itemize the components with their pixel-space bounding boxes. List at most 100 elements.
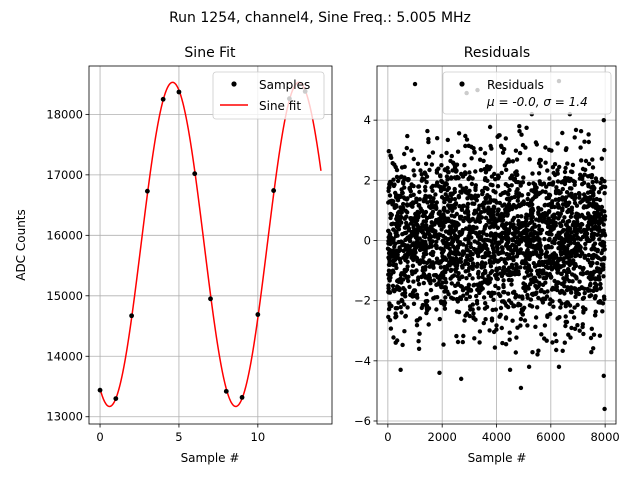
y-tick-label: 17000 — [46, 168, 83, 182]
residual-point — [470, 307, 475, 312]
residual-point — [533, 237, 538, 242]
residual-outlier-point — [416, 346, 422, 351]
residual-point — [599, 156, 604, 161]
residual-point — [527, 303, 533, 308]
residual-point — [539, 332, 544, 337]
residual-point — [533, 324, 538, 329]
residual-point — [389, 249, 395, 254]
residual-point — [469, 235, 474, 240]
residual-point — [453, 224, 458, 229]
residual-point — [568, 169, 574, 174]
residual-point — [414, 198, 419, 203]
residual-point — [467, 313, 472, 319]
residual-point — [415, 211, 420, 216]
residual-point — [491, 209, 496, 214]
residual-point — [553, 237, 558, 242]
residual-point — [528, 233, 533, 238]
residual-point — [590, 203, 595, 208]
residual-point — [417, 247, 423, 253]
residual-point — [501, 282, 506, 288]
residual-point — [543, 213, 548, 218]
y-tick-label: −6 — [354, 414, 371, 428]
residual-point — [588, 277, 593, 282]
residual-point — [418, 168, 423, 173]
sample-point — [271, 188, 277, 193]
residual-point — [526, 202, 531, 207]
residual-point — [589, 350, 594, 355]
residual-point — [518, 316, 524, 322]
residual-point — [482, 185, 488, 191]
residual-point — [448, 158, 453, 164]
residual-point — [414, 323, 420, 328]
residual-point — [424, 303, 430, 308]
residual-point — [545, 168, 550, 173]
residual-point — [518, 247, 523, 252]
x-tick-label: 8000 — [590, 430, 619, 444]
residual-point — [453, 269, 459, 274]
residual-point — [562, 215, 567, 220]
residual-point — [506, 231, 511, 236]
residual-point — [533, 315, 539, 320]
residual-point — [497, 200, 502, 206]
residual-point — [480, 230, 486, 235]
residual-point — [445, 209, 451, 214]
residual-point — [569, 191, 574, 196]
residual-point — [428, 287, 434, 293]
residual-point — [535, 268, 540, 274]
residual-point — [561, 259, 566, 264]
residual-point — [591, 346, 596, 351]
residual-point — [426, 322, 431, 327]
residual-point — [411, 168, 416, 173]
residual-point — [406, 177, 411, 182]
residual-point — [387, 193, 393, 198]
residual-point — [393, 233, 399, 239]
sample-point — [239, 394, 245, 400]
residual-point — [555, 171, 560, 176]
residual-point — [482, 151, 488, 156]
y-tick-label: 14000 — [46, 349, 83, 363]
residual-point — [554, 338, 559, 344]
residual-point — [519, 193, 525, 198]
residual-point — [478, 146, 483, 152]
residual-point — [405, 210, 410, 215]
residual-point — [565, 161, 570, 166]
residual-point — [405, 305, 410, 310]
residual-point — [601, 294, 607, 299]
sample-point — [176, 89, 182, 95]
residual-point — [443, 229, 449, 234]
residual-point — [506, 277, 512, 283]
residual-point — [515, 198, 520, 203]
residual-point — [536, 238, 542, 243]
residual-point — [483, 261, 488, 266]
residual-point — [391, 335, 396, 340]
residual-point — [571, 221, 576, 227]
residual-point — [507, 207, 512, 212]
residual-point — [555, 141, 560, 146]
residual-point — [580, 296, 586, 301]
residual-point — [554, 347, 559, 353]
residual-point — [462, 188, 467, 193]
residual-point — [536, 206, 541, 212]
residual-point — [444, 196, 449, 202]
residual-point — [464, 276, 469, 281]
residual-point — [528, 272, 534, 277]
residual-point — [601, 228, 606, 233]
residual-point — [519, 214, 524, 219]
residual-point — [405, 133, 410, 139]
residuals-plot: Residuals 0 2000 4000 6000 8000 −6 −4 −2 0 2 4 Sa… — [354, 45, 620, 465]
residual-point — [577, 265, 583, 270]
residual-point — [425, 128, 430, 134]
residual-point — [559, 271, 564, 277]
residual-point — [427, 235, 432, 241]
residual-point — [492, 259, 497, 264]
residual-point — [464, 247, 469, 252]
residual-point — [500, 191, 505, 196]
residual-point — [488, 264, 494, 269]
residual-point — [563, 165, 568, 171]
residual-point — [579, 158, 584, 163]
residual-point — [590, 179, 595, 185]
residual-point — [417, 236, 422, 241]
residual-point — [536, 223, 542, 229]
residual-point — [497, 214, 503, 219]
residual-point — [537, 280, 542, 286]
